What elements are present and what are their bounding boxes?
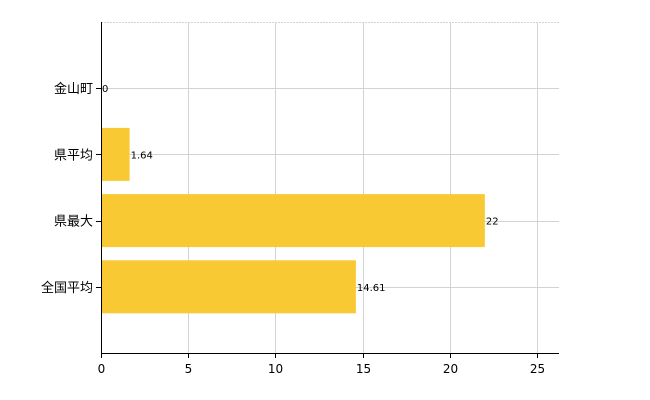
data-label: 22 xyxy=(486,217,499,228)
x-tick-label: 0 xyxy=(98,362,106,376)
data-label: 14.61 xyxy=(357,283,386,294)
x-tick-label: 20 xyxy=(443,362,458,376)
bar-2 xyxy=(101,127,130,181)
bars xyxy=(101,127,485,314)
y-category-label: 県平均 xyxy=(54,148,93,163)
x-tick-label: 5 xyxy=(185,362,193,376)
y-category-label: 全国平均 xyxy=(41,280,93,296)
x-tick-label: 15 xyxy=(356,362,371,376)
y-category-label: 県最大 xyxy=(54,215,93,230)
y-category-label: 金山町 xyxy=(54,81,93,97)
bar-4 xyxy=(101,260,356,314)
data-label: 1.64 xyxy=(131,150,153,161)
data-label: 0 xyxy=(102,84,108,95)
x-tick-label: 10 xyxy=(268,362,283,376)
value-labels: 0 1.64 22 14.61 xyxy=(102,84,499,294)
x-tick-label: 25 xyxy=(530,362,545,376)
bar-3 xyxy=(101,194,485,248)
